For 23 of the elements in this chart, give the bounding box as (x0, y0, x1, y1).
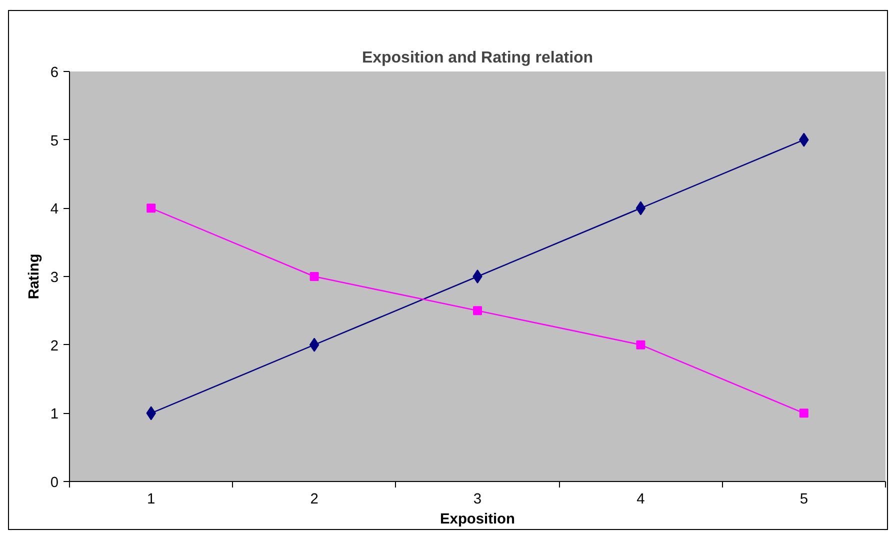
y-tick-label: 6 (50, 65, 59, 81)
x-tick-label: 4 (636, 492, 645, 508)
point (473, 306, 482, 316)
point (636, 340, 646, 350)
y-tick-label: 4 (50, 202, 59, 218)
x-axis-title: Exposition (440, 512, 516, 528)
y-axis-title: Rating (26, 254, 42, 300)
point (310, 272, 319, 281)
y-tick-label: 2 (50, 338, 59, 354)
point (636, 201, 646, 216)
y-tick-label: 0 (50, 475, 59, 491)
y-tick-label: 5 (50, 133, 59, 150)
chart-title: Exposition and Rating relation (362, 50, 594, 66)
x-tick-label: 5 (800, 492, 808, 508)
point (472, 270, 482, 284)
y-tick-label: 3 (50, 270, 59, 286)
point (146, 204, 156, 213)
x-tick-label: 2 (310, 492, 318, 508)
point (309, 338, 320, 352)
y-tick-label: 1 (50, 406, 59, 423)
x-tick-label: 1 (147, 492, 156, 508)
point (799, 408, 808, 418)
x-tick-label: 3 (473, 492, 482, 508)
